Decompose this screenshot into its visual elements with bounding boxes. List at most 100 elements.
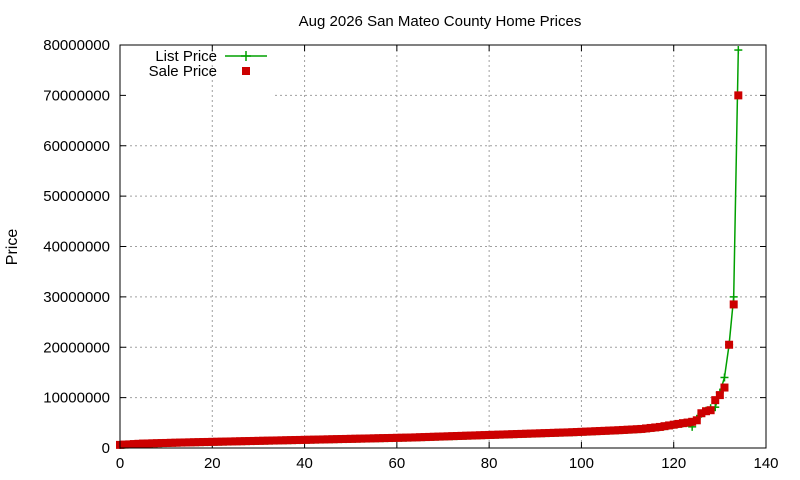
sale-price-point xyxy=(217,437,226,446)
sale-price-point xyxy=(291,436,300,445)
y-tick-label: 30000000 xyxy=(43,289,110,306)
sale-price-point xyxy=(609,426,618,435)
sale-price-point xyxy=(678,419,687,428)
sale-price-point xyxy=(683,418,692,427)
x-tick-label: 40 xyxy=(296,455,313,472)
sale-price-point xyxy=(429,432,438,441)
sale-price-point xyxy=(134,439,143,448)
sale-price-point xyxy=(568,428,577,437)
y-tick-label: 60000000 xyxy=(43,138,110,155)
sale-price-point xyxy=(231,437,240,446)
sale-price-point xyxy=(512,430,521,439)
sale-price-point xyxy=(369,434,378,443)
sale-price-point xyxy=(558,428,567,437)
sale-price-point xyxy=(692,416,701,425)
sale-price-point xyxy=(185,438,194,447)
sale-price-point xyxy=(688,417,697,426)
y-tick-label: 50000000 xyxy=(43,188,110,205)
sale-price-point xyxy=(591,427,600,436)
sale-price-point xyxy=(263,436,272,445)
sale-price-point xyxy=(734,91,743,100)
plot-frame xyxy=(119,44,767,449)
sale-price-point xyxy=(475,431,484,440)
sale-price-point xyxy=(392,433,401,442)
sale-price-point xyxy=(277,436,286,445)
sale-price-point xyxy=(332,435,341,444)
sale-price-point xyxy=(300,435,309,444)
sale-price-point xyxy=(323,435,332,444)
sale-price-point xyxy=(697,409,706,418)
sale-price-point xyxy=(618,425,627,434)
sale-price-point xyxy=(402,433,411,442)
legend-label-sale-price: Sale Price xyxy=(149,63,217,80)
sale-price-point xyxy=(595,427,604,436)
sale-price-point xyxy=(660,422,669,431)
sale-price-point xyxy=(503,430,512,439)
sale-price-point xyxy=(125,440,134,449)
x-tick-label: 60 xyxy=(389,455,406,472)
sale-price-point xyxy=(157,439,166,448)
y-axis-label: Price xyxy=(4,229,21,266)
sale-price-point xyxy=(226,437,235,446)
sale-price-point xyxy=(498,430,507,439)
sale-price-point xyxy=(637,424,646,433)
sale-price-point xyxy=(729,300,738,309)
sale-price-point xyxy=(162,438,171,447)
sale-price-point xyxy=(582,427,591,436)
sale-price-point xyxy=(346,434,355,443)
y-tick-label: 80000000 xyxy=(43,37,110,54)
sale-price-point xyxy=(665,421,674,430)
y-tick-label: 40000000 xyxy=(43,239,110,256)
sale-price-point xyxy=(554,428,563,437)
sale-price-point xyxy=(245,437,254,446)
sale-price-point xyxy=(139,439,148,448)
sale-price-point xyxy=(494,430,503,439)
sale-price-point xyxy=(175,438,184,447)
x-tick-label: 120 xyxy=(661,455,686,472)
list-price-point xyxy=(720,373,729,382)
sale-price-point xyxy=(120,440,129,449)
sale-price-point xyxy=(148,439,157,448)
list-price-point xyxy=(734,46,743,55)
sale-price-point xyxy=(471,431,480,440)
sale-price-point xyxy=(305,435,314,444)
sale-price-point xyxy=(508,430,517,439)
sale-price-point xyxy=(711,396,720,405)
sale-price-point xyxy=(203,437,212,446)
x-tick-label: 20 xyxy=(204,455,221,472)
sale-price-point xyxy=(628,425,637,434)
sale-price-point xyxy=(222,437,231,446)
sale-price-point xyxy=(189,438,198,447)
sale-price-point xyxy=(355,434,364,443)
chart-title: Aug 2026 San Mateo County Home Prices xyxy=(299,13,582,30)
sale-price-point xyxy=(517,429,526,438)
sale-price-point xyxy=(452,432,461,441)
sale-price-point xyxy=(268,436,277,445)
sale-price-point xyxy=(674,419,683,428)
sale-price-point xyxy=(531,429,540,438)
sale-price-point xyxy=(466,431,475,440)
sale-price-point xyxy=(540,429,549,438)
sale-price-point xyxy=(614,426,623,435)
sale-price-point xyxy=(457,431,466,440)
sale-price-point xyxy=(212,437,221,446)
sale-price-point xyxy=(623,425,632,434)
sale-price-point xyxy=(171,438,180,447)
sale-price-point xyxy=(249,436,258,445)
x-tick-label: 100 xyxy=(569,455,594,472)
grid-lines xyxy=(120,45,766,448)
sale-price-point xyxy=(526,429,535,438)
sale-price-point xyxy=(605,426,614,435)
legend-label-list-price: List Price xyxy=(155,48,217,65)
sale-price-point xyxy=(485,430,494,439)
y-tick-label: 70000000 xyxy=(43,87,110,104)
sale-price-point xyxy=(434,432,443,441)
sale-price-point xyxy=(715,391,724,400)
sale-price-point xyxy=(632,425,641,434)
sale-price-point xyxy=(143,439,152,448)
sale-price-point xyxy=(720,383,729,392)
sale-price-point xyxy=(259,436,268,445)
sale-price-point xyxy=(272,436,281,445)
sale-price-point xyxy=(651,423,660,432)
